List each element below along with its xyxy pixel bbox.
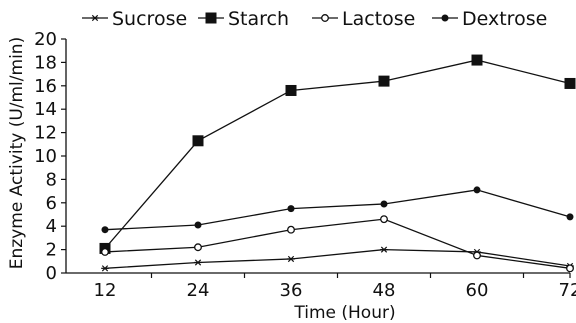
series-line-starch [104,59,571,249]
point-starch-24-shape [192,135,204,147]
legend-item-sucrose: Sucrose [82,8,187,30]
legend-label-dextrose: Dextrose [462,8,547,30]
point-lactose-48-shape [380,215,388,224]
legend-marker-dextrose [441,14,449,22]
x-tick-label-48: 48 [373,280,396,301]
point-starch-36-shape [285,84,297,96]
y-tick-label-18: 18 [34,52,57,73]
point-starch-60-shape [471,54,483,66]
point-dextrose-12 [101,226,109,234]
point-sucrose-24 [194,259,202,266]
point-starch-60 [471,54,483,66]
y-tick-label-12: 12 [34,123,57,144]
point-dextrose-72-shape [566,213,574,221]
y-tick-label-14: 14 [34,99,57,120]
legend-marker-lactose-shape [321,14,329,22]
y-tick-label-2: 2 [46,240,57,261]
point-dextrose-60-shape [473,186,481,194]
point-dextrose-48-shape [380,200,388,208]
point-sucrose-24-stroke-d2 [194,259,202,266]
y-tick-label-4: 4 [46,216,57,237]
x-tick-label-60: 60 [466,280,489,301]
point-dextrose-72 [566,213,574,221]
point-starch-48 [378,75,390,87]
y-tick-label-0: 0 [46,263,57,284]
point-starch-72-shape [564,77,576,89]
point-starch-72 [564,77,576,89]
y-tick-label-16: 16 [34,76,57,97]
point-dextrose-36 [287,205,295,213]
x-tick-label-12: 12 [94,280,117,301]
legend-marker-dextrose-shape [441,14,449,22]
x-tick-label-24: 24 [187,280,210,301]
x-tick-label-72: 72 [559,280,576,301]
point-sucrose-48-stroke-d2 [380,246,388,253]
point-dextrose-48 [380,200,388,208]
point-lactose-24-shape [194,243,202,252]
point-lactose-36 [287,225,295,234]
point-starch-36 [285,84,297,96]
point-dextrose-24-shape [194,221,202,229]
chart-legend: Sucrose Starch Lactose Dextrose [82,8,547,30]
legend-label-sucrose: Sucrose [112,8,187,30]
y-tick-label-8: 8 [46,169,57,190]
y-tick-label-20: 20 [34,29,57,50]
legend-item-lactose: Lactose [312,8,415,30]
legend-item-starch: Starch [198,8,289,30]
point-dextrose-12-shape [101,226,109,234]
legend-marker-sucrose [91,14,99,22]
point-lactose-48 [380,215,388,224]
point-lactose-72-shape [566,264,574,273]
legend-marker-sucrose-stroke-d2 [91,14,99,22]
point-sucrose-12-stroke-d2 [101,265,109,272]
series-line-lactose [104,218,571,269]
point-lactose-72 [566,264,574,273]
legend-label-lactose: Lactose [342,8,415,30]
legend-item-dextrose: Dextrose [432,8,547,30]
point-dextrose-36-shape [287,205,295,213]
series-line-dextrose [104,189,571,231]
legend-label-starch: Starch [228,8,289,30]
point-lactose-24 [194,243,202,252]
series-line-sucrose [104,248,571,269]
y-tick-label-10: 10 [34,146,57,167]
point-lactose-60-shape [473,251,481,260]
point-dextrose-24 [194,221,202,229]
legend-marker-starch-shape [205,12,217,24]
point-starch-24 [192,135,204,147]
point-lactose-60 [473,251,481,260]
legend-marker-starch [205,12,217,24]
point-sucrose-12 [101,265,109,272]
point-lactose-12-shape [101,247,109,256]
point-sucrose-36-stroke-d2 [287,255,295,263]
point-dextrose-60 [473,186,481,194]
y-tick-label-6: 6 [46,193,57,214]
legend-marker-lactose [321,14,329,22]
y-axis-title: Enzyme Activity (U/ml/min) [7,37,27,269]
point-sucrose-36 [287,255,295,263]
point-lactose-12 [101,247,109,256]
x-tick-label-36: 36 [280,280,303,301]
x-axis-title: Time (Hour) [293,303,395,323]
plot-area [99,54,576,273]
point-starch-48-shape [378,75,390,87]
point-lactose-36-shape [287,225,295,234]
point-sucrose-48 [380,246,388,253]
